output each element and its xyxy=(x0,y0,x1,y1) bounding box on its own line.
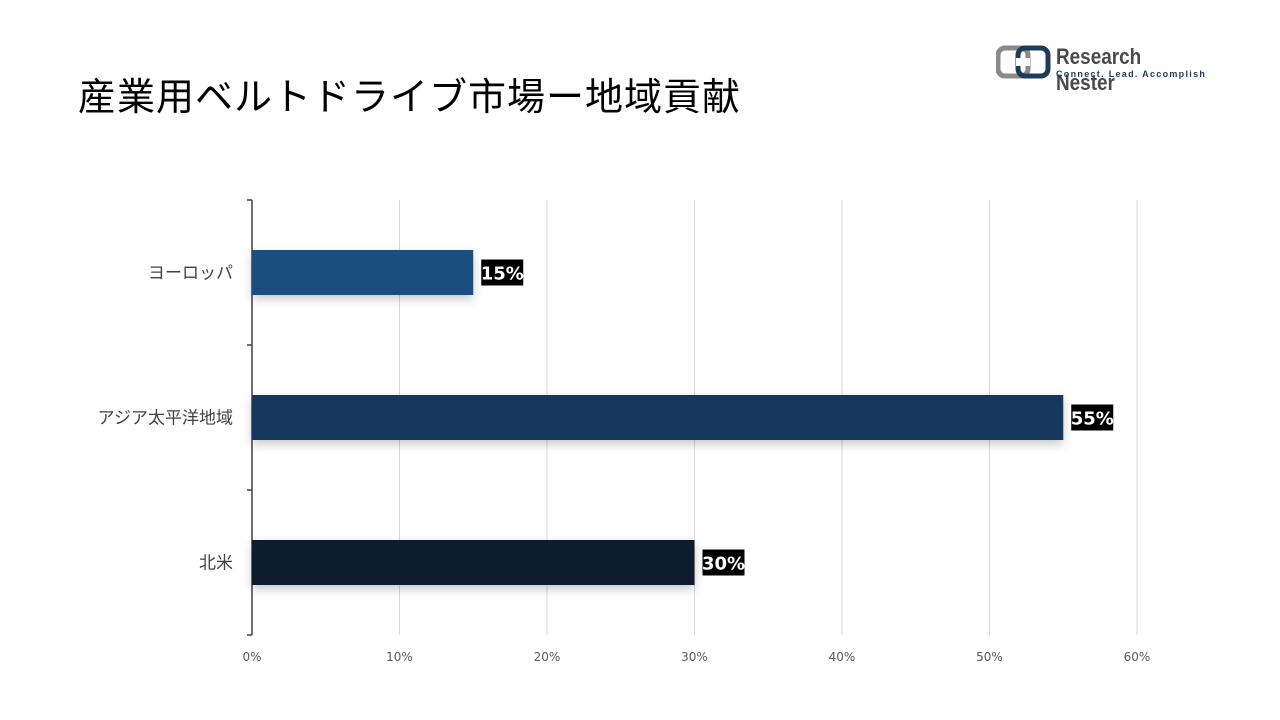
data-label: 55% xyxy=(1071,409,1114,430)
bar xyxy=(252,250,473,295)
x-tick-label: 20% xyxy=(534,650,561,664)
x-tick-label: 50% xyxy=(976,650,1003,664)
x-tick-label: 30% xyxy=(681,650,708,664)
category-label: アジア太平洋地域 xyxy=(98,409,233,429)
x-tick-label: 0% xyxy=(242,650,261,664)
category-label: 北米 xyxy=(199,554,233,574)
data-label: 30% xyxy=(702,554,745,575)
category-label: ヨーロッパ xyxy=(148,264,233,284)
bar xyxy=(252,395,1063,440)
bars xyxy=(252,250,1063,585)
x-tick-label: 10% xyxy=(386,650,413,664)
x-tick-label: 40% xyxy=(829,650,856,664)
data-label: 15% xyxy=(481,264,524,285)
x-tick-labels: 0% 10% 20% 30% 40% 50% 60% xyxy=(242,650,1150,664)
bar xyxy=(252,540,695,585)
x-tick-label: 60% xyxy=(1124,650,1151,664)
y-axis xyxy=(247,200,252,635)
